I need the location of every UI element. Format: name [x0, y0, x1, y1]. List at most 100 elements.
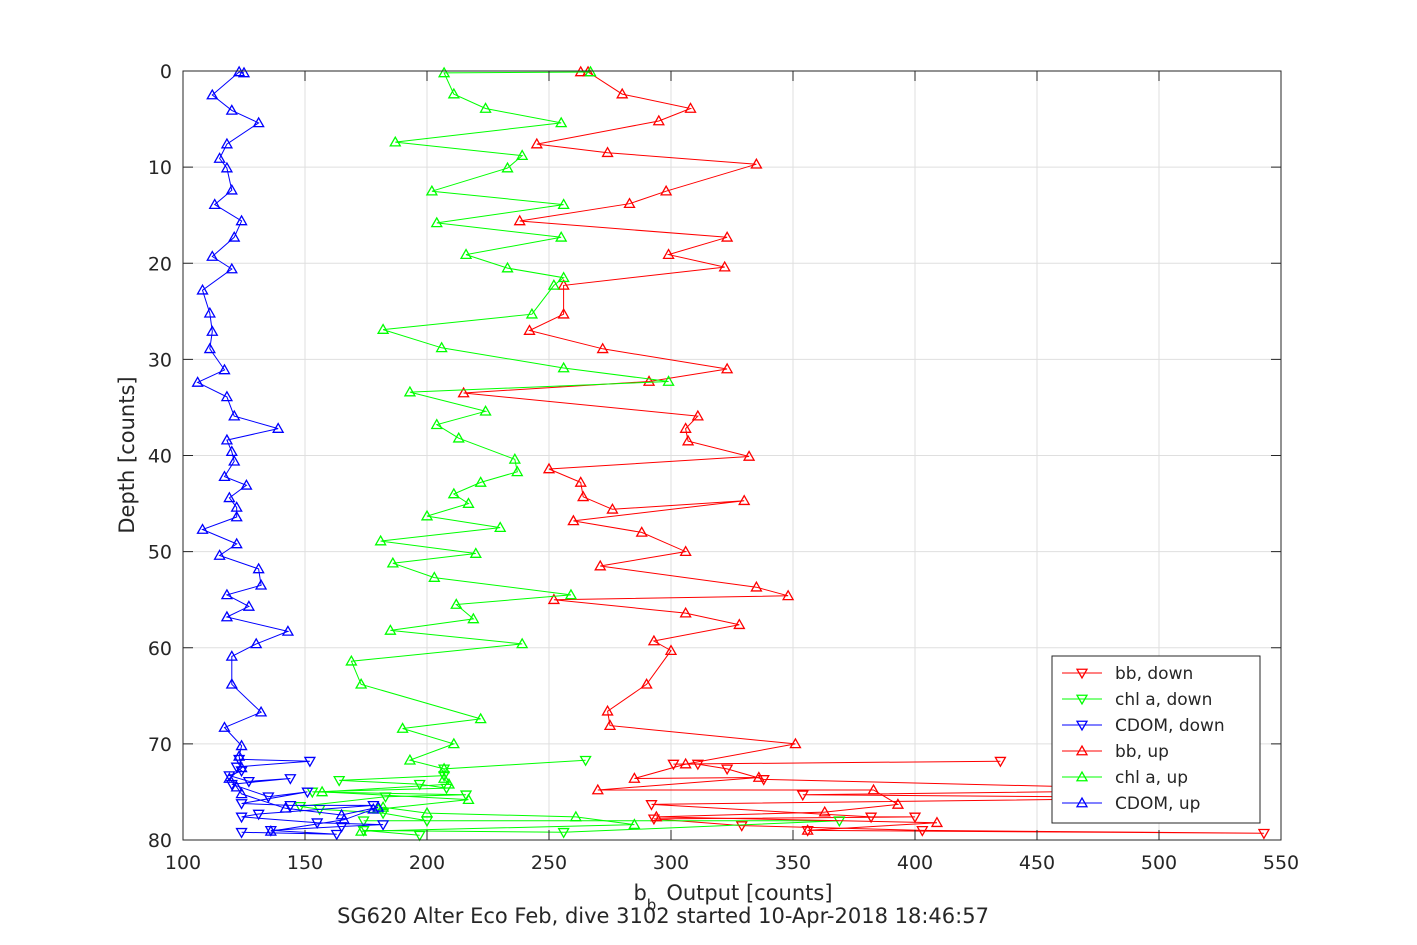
- data-point-bb-up: [659, 184, 673, 196]
- y-tick-label: 10: [148, 157, 172, 179]
- data-point-bb-up: [681, 434, 695, 446]
- data-point-bb-up: [647, 634, 661, 646]
- x-axis-label-main: b: [633, 881, 646, 905]
- data-point-chl-a-up: [447, 737, 460, 749]
- data-point-chl-a-up: [474, 476, 487, 487]
- data-point-bb-down: [864, 812, 878, 824]
- data-point-chl-a-up: [437, 772, 451, 783]
- data-point-cdom-down: [284, 800, 297, 812]
- data-point-bb-up: [547, 593, 561, 605]
- data-point-cdom-down: [242, 776, 256, 788]
- data-point-cdom-up: [218, 721, 231, 732]
- data-point-chl-a-up: [557, 198, 570, 210]
- data-point-chl-a-up: [474, 712, 487, 724]
- x-tick-label: 450: [1019, 852, 1055, 874]
- data-point-chl-a-up: [516, 149, 529, 160]
- data-point-cdom-up: [254, 578, 268, 590]
- data-point-chl-a-up: [437, 66, 451, 78]
- y-tick-label: 50: [148, 542, 172, 564]
- data-point-chl-a-up: [396, 722, 409, 733]
- data-point-chl-a-up: [508, 453, 521, 464]
- data-point-cdom-up: [225, 183, 238, 195]
- data-point-cdom-up: [225, 262, 238, 274]
- data-point-cdom-up: [220, 610, 234, 622]
- data-point-bb-up: [567, 514, 580, 526]
- data-point-chl-a-up: [437, 762, 451, 774]
- data-point-cdom-up: [206, 88, 219, 100]
- legend: bb, down chl a, down CDOM, down bb, up chl a…: [1051, 655, 1261, 824]
- x-tick-label: 300: [653, 852, 689, 874]
- data-point-bb-up: [650, 810, 663, 822]
- data-point-bb-up: [606, 503, 619, 514]
- series-line-chl-a-down: [300, 759, 840, 836]
- data-point-bb-up: [574, 476, 587, 487]
- data-point-chl-a-up: [442, 777, 456, 789]
- data-point-chl-a-up: [447, 87, 460, 99]
- x-tick-label: 200: [409, 852, 445, 874]
- legend-label: CDOM, down: [1115, 716, 1225, 736]
- data-point-chl-a-up: [501, 161, 514, 173]
- data-point-chl-a-up: [662, 375, 675, 386]
- data-point-cdom-down: [252, 809, 265, 821]
- data-point-chl-a-up: [547, 279, 561, 290]
- data-point-bb-up: [642, 375, 656, 386]
- data-point-cdom-up: [235, 787, 248, 799]
- data-point-bb-up: [720, 230, 734, 242]
- y-tick-label: 40: [148, 446, 172, 468]
- data-point-bb-up: [635, 526, 648, 537]
- data-point-bb-up: [750, 157, 763, 169]
- data-point-bb-up: [664, 644, 678, 656]
- x-axis-label-subscript: b: [647, 896, 657, 914]
- data-point-bb-up: [591, 783, 604, 795]
- legend-label: chl a, up: [1115, 768, 1188, 788]
- data-point-cdom-down: [235, 812, 248, 824]
- data-point-cdom-up: [272, 422, 285, 433]
- data-point-bb-down: [720, 764, 734, 776]
- data-point-cdom-up: [206, 325, 219, 336]
- data-point-bb-up: [742, 450, 756, 461]
- data-point-cdom-up: [230, 501, 243, 512]
- data-point-chl-a-up: [467, 612, 480, 624]
- x-tick-label: 350: [775, 852, 811, 874]
- data-point-chl-a-up: [386, 556, 399, 568]
- legend-marker: [1075, 668, 1089, 680]
- data-point-bb-up: [752, 771, 765, 782]
- data-point-bb-up: [738, 494, 751, 506]
- data-point-chl-a-up: [403, 385, 417, 397]
- x-tick-label: 500: [1141, 852, 1177, 874]
- data-point-cdom-up: [218, 470, 231, 482]
- data-point-chl-a-up: [525, 307, 539, 319]
- data-point-chl-a-up: [462, 793, 475, 805]
- data-point-chl-a-up: [494, 521, 507, 532]
- data-point-cdom-up: [223, 491, 236, 503]
- data-point-chl-a-up: [430, 418, 443, 430]
- data-point-bb-down: [691, 759, 704, 771]
- data-point-bb-up: [733, 618, 746, 630]
- data-point-chl-a-up: [403, 753, 417, 765]
- data-point-cdom-up: [220, 588, 234, 600]
- series-line-bb-down: [651, 760, 1264, 834]
- data-point-chl-a-up: [479, 404, 492, 416]
- data-point-cdom-up: [213, 152, 226, 163]
- data-point-cdom-up: [228, 454, 241, 466]
- data-point-chl-a-down: [413, 779, 426, 791]
- data-point-chl-a-up: [452, 431, 465, 443]
- y-tick-label: 60: [148, 638, 172, 660]
- data-point-bb-up: [577, 490, 590, 502]
- data-point-bb-up: [601, 704, 614, 716]
- data-point-cdom-down: [303, 756, 317, 768]
- data-point-cdom-up: [240, 478, 253, 490]
- data-point-bb-up: [603, 719, 617, 731]
- data-point-cdom-up: [254, 705, 268, 717]
- data-point-cdom-up: [228, 230, 241, 242]
- legend-marker: [1075, 770, 1089, 782]
- data-point-chl-a-up: [430, 216, 443, 228]
- axis-ticks: 100 150 200 250 300 350 400 450 500 550 0 10 20 30 40 5…: [148, 61, 1299, 874]
- data-point-bb-up: [594, 559, 607, 571]
- data-point-cdom-up: [279, 801, 292, 813]
- data-point-bb-up: [557, 279, 570, 290]
- data-point-chl-a-up: [374, 534, 387, 546]
- data-point-cdom-up: [225, 445, 238, 457]
- data-point-bb-up: [652, 114, 665, 126]
